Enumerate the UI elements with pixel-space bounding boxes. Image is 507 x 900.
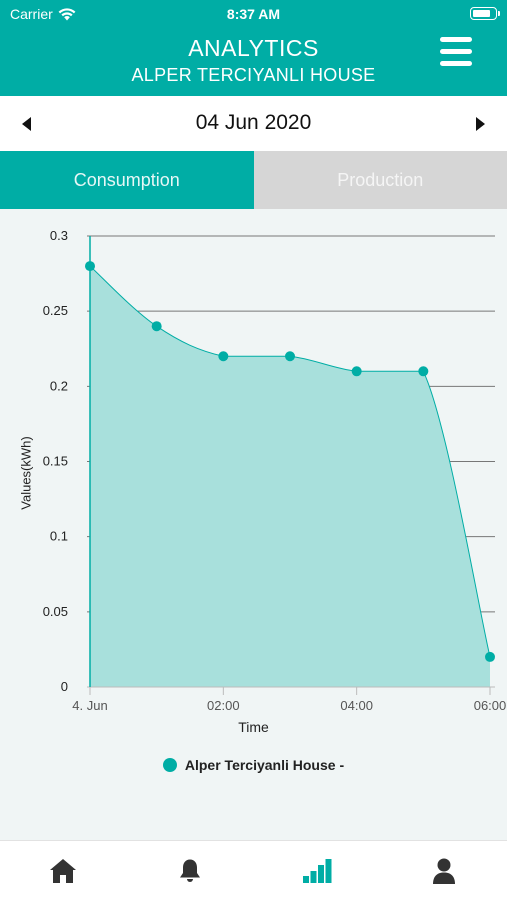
tabbar-notifications[interactable] <box>127 841 254 900</box>
user-icon <box>432 858 455 884</box>
status-bar: Carrier 8:37 AM <box>0 0 507 28</box>
y-tick-label: 0.25 <box>43 303 68 318</box>
wifi-icon <box>58 7 76 20</box>
chart-canvas: 0 0.05 0.1 0.15 0.2 0.25 0.3 4. Jun 02:00 04:00 06… <box>43 228 507 713</box>
tabbar-profile[interactable] <box>380 841 507 900</box>
chart-legend[interactable]: Alper Terciyanli House - <box>0 757 507 773</box>
page-title: ANALYTICS <box>188 35 319 61</box>
data-point <box>485 651 495 662</box>
analytics-bars-icon <box>302 858 332 883</box>
y-tick-label: 0.3 <box>50 228 68 243</box>
x-tick-label: 06:00 <box>474 698 507 713</box>
data-point <box>151 321 162 332</box>
y-tick-label: 0.1 <box>50 529 68 544</box>
y-axis-label: Values(kWh) <box>18 436 34 510</box>
carrier-indicator: Carrier <box>10 6 76 22</box>
home-icon <box>50 858 77 883</box>
y-tick-label: 0.15 <box>43 454 68 469</box>
y-tick-label: 0 <box>61 679 68 694</box>
consumption-chart: 0 0.05 0.1 0.15 0.2 0.25 0.3 4. Jun 02:00 04:00 06… <box>0 209 507 839</box>
data-point <box>418 366 429 377</box>
page-subtitle: ALPER TERCIYANLI HOUSE <box>131 65 376 85</box>
tabbar-home[interactable] <box>0 841 127 900</box>
battery-level <box>473 10 490 17</box>
hamburger-menu-icon[interactable] <box>440 37 472 67</box>
y-tick-label: 0.2 <box>50 378 68 393</box>
data-point <box>351 366 362 377</box>
bell-icon <box>180 859 201 882</box>
selected-date: 04 Jun 2020 <box>195 111 312 134</box>
app-header: Carrier 8:37 AM ANALYTICS ALPER TERCIYAN… <box>0 0 507 96</box>
tab-production[interactable]: Production <box>253 151 507 209</box>
legend-series-name: Alper Terciyanli House - <box>184 757 345 773</box>
x-tick-label: 04:00 <box>340 698 373 713</box>
y-tick-label: 0.05 <box>43 604 68 619</box>
triangle-right-icon[interactable] <box>470 114 490 134</box>
x-tick-label: 02:00 <box>207 698 240 713</box>
status-time: 8:37 AM <box>226 6 281 22</box>
x-axis-label: Time <box>238 719 269 735</box>
data-point <box>218 351 229 362</box>
triangle-left-icon[interactable] <box>17 114 37 134</box>
x-tick-label: 4. Jun <box>72 698 107 713</box>
data-point <box>85 261 95 272</box>
date-navigator: 04 Jun 2020 <box>0 96 507 151</box>
legend-marker <box>162 758 177 772</box>
series-area <box>90 266 490 687</box>
data-point <box>285 351 295 362</box>
battery-icon <box>470 7 500 20</box>
carrier-label: Carrier <box>10 6 53 22</box>
analytics-tabs: Consumption Production <box>0 151 507 209</box>
tab-consumption[interactable]: Consumption <box>0 151 254 209</box>
bottom-tab-bar <box>0 840 507 900</box>
tabbar-analytics[interactable] <box>254 841 381 900</box>
